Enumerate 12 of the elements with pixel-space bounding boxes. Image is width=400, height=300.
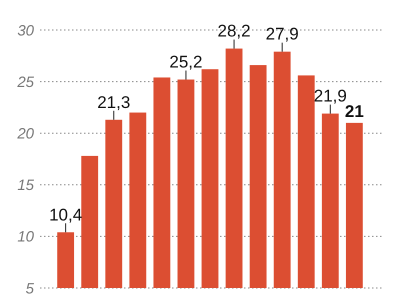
data-label: 27,9: [266, 24, 299, 44]
y-tick-label: 25: [16, 74, 35, 91]
y-tick-label: 5: [26, 280, 35, 298]
data-label: 21: [344, 102, 364, 121]
data-label: 25,2: [169, 52, 202, 72]
y-tick-label: 10: [17, 228, 35, 246]
data-label: 21,3: [97, 92, 130, 112]
y-tick-label: 30: [17, 22, 35, 40]
data-label: 28,2: [218, 22, 251, 41]
data-label: 21,9: [314, 86, 347, 106]
y-tick-label: 20: [16, 125, 35, 142]
y-tick-label: 15: [17, 177, 35, 194]
